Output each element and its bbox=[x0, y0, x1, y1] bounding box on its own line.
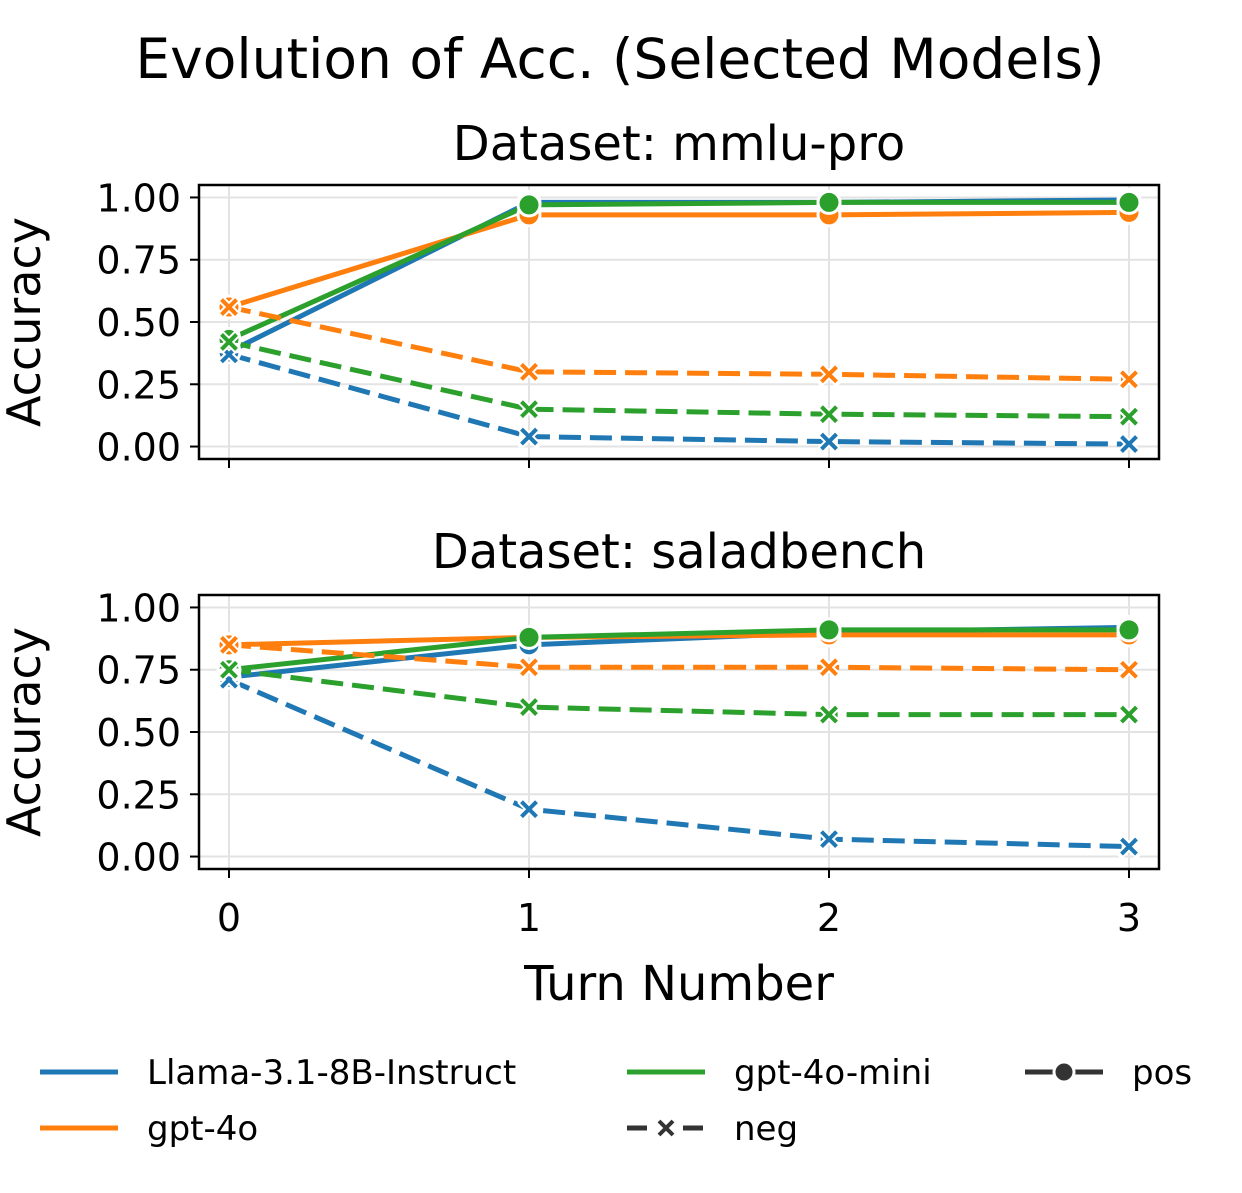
y-tick-label: 0.00 bbox=[96, 836, 181, 880]
panel-title: Dataset: saladbench bbox=[432, 524, 926, 580]
point-gpt-4o-neg bbox=[820, 365, 838, 384]
point-gpt-4o-mini-neg bbox=[1120, 705, 1138, 724]
panel-saladbench: Dataset: saladbench 0.00 0.25 0.50 0.75 1.00 0… bbox=[0, 524, 1161, 940]
point-llama-3-1-8b-instruct-neg bbox=[520, 800, 538, 819]
panel-mmlu-pro: Dataset: mmlu-pro 0.00 0.25 0.50 0.75 1.00 Acc… bbox=[0, 116, 1161, 470]
y-axis-label: Accuracy bbox=[0, 627, 51, 837]
y-tick-label: 0.25 bbox=[96, 363, 181, 407]
y-tick-label: 0.25 bbox=[96, 773, 181, 817]
plot-frame bbox=[197, 183, 1161, 461]
point-gpt-4o-mini-pos bbox=[516, 192, 542, 218]
point-gpt-4o-mini-neg bbox=[520, 400, 538, 419]
point-gpt-4o-neg bbox=[820, 658, 838, 677]
point-gpt-4o-mini-pos bbox=[816, 617, 842, 643]
y-tick-label: 0.50 bbox=[96, 711, 181, 755]
point-llama-3-1-8b-instruct-neg bbox=[820, 830, 838, 849]
legend: Llama-3.1-8B-Instruct gpt-4o gpt-4o-mini po… bbox=[40, 1053, 1192, 1149]
point-gpt-4o-neg bbox=[520, 362, 538, 381]
series-line-gpt-4o-mini-pos bbox=[227, 199, 1129, 342]
y-tick-label: 0.00 bbox=[96, 426, 181, 470]
y-tick-label: 0.75 bbox=[96, 239, 181, 283]
point-gpt-4o-mini-neg bbox=[820, 705, 838, 724]
y-tick-label: 0.75 bbox=[96, 649, 181, 693]
x-tick-label: 1 bbox=[517, 896, 541, 940]
series-line-gpt-4o-mini-neg bbox=[228, 667, 1129, 718]
series-line-llama-3-1-8b-instruct-neg bbox=[228, 677, 1130, 850]
series-line-gpt-4o-neg bbox=[228, 304, 1130, 382]
point-gpt-4o-mini-neg bbox=[520, 698, 538, 717]
x-tick-label: 3 bbox=[1117, 896, 1141, 940]
point-gpt-4o-mini-neg bbox=[220, 660, 238, 679]
point-gpt-4o-neg bbox=[220, 635, 238, 654]
plot-frame bbox=[197, 593, 1161, 871]
point-gpt-4o-mini-neg bbox=[220, 333, 238, 351]
legend-label-pos: pos bbox=[1132, 1053, 1192, 1093]
series-line-llama-3-1-8b-instruct-neg bbox=[228, 351, 1130, 447]
point-llama-3-1-8b-instruct-neg bbox=[820, 432, 838, 451]
y-tick-label: 0.50 bbox=[96, 301, 181, 345]
point-gpt-4o-neg bbox=[1120, 660, 1138, 679]
legend-marker-neg bbox=[657, 1119, 675, 1137]
point-gpt-4o-mini-pos bbox=[1116, 617, 1142, 643]
series-line-gpt-4o-mini-pos bbox=[228, 627, 1129, 673]
point-gpt-4o-mini-neg bbox=[820, 405, 838, 424]
chart-title: Evolution of Acc. (Selected Models) bbox=[135, 27, 1104, 91]
point-gpt-4o-mini-pos bbox=[1116, 189, 1142, 215]
point-gpt-4o-neg bbox=[520, 658, 538, 677]
point-gpt-4o-mini-neg bbox=[1120, 407, 1138, 426]
point-gpt-4o-mini-pos bbox=[516, 624, 542, 650]
point-gpt-4o-neg bbox=[220, 298, 238, 316]
point-gpt-4o-mini-pos bbox=[816, 189, 842, 215]
x-tick-label: 2 bbox=[817, 896, 841, 940]
legend-label-llama-3-1-8b-instruct: Llama-3.1-8B-Instruct bbox=[147, 1053, 516, 1093]
series-line-gpt-4o-mini-neg bbox=[228, 339, 1130, 420]
x-tick-label: 0 bbox=[217, 896, 241, 940]
legend-label-gpt-4o: gpt-4o bbox=[147, 1109, 258, 1149]
x-axis-label: Turn Number bbox=[523, 956, 834, 1012]
point-llama-3-1-8b-instruct-neg bbox=[520, 427, 538, 446]
y-tick-label: 1.00 bbox=[96, 586, 181, 630]
legend-label-gpt-4o-mini: gpt-4o-mini bbox=[734, 1053, 932, 1093]
legend-marker-pos bbox=[1052, 1060, 1076, 1084]
panel-title: Dataset: mmlu-pro bbox=[453, 116, 906, 172]
legend-label-neg: neg bbox=[734, 1109, 798, 1149]
point-llama-3-1-8b-instruct-neg bbox=[1120, 435, 1138, 453]
y-tick-label: 1.00 bbox=[96, 176, 181, 220]
point-llama-3-1-8b-instruct-neg bbox=[1120, 837, 1138, 856]
series-line-gpt-4o-pos bbox=[228, 209, 1130, 310]
series-line-llama-3-1-8b-instruct-pos bbox=[227, 197, 1130, 355]
series-line-gpt-4o-neg bbox=[228, 642, 1130, 673]
point-gpt-4o-neg bbox=[1120, 370, 1138, 389]
y-axis-label: Accuracy bbox=[0, 217, 51, 427]
